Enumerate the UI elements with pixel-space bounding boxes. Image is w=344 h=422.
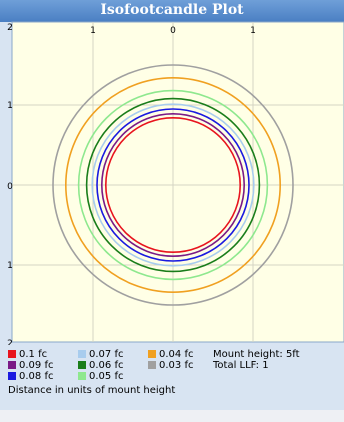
legend-label: 0.09 fc	[19, 360, 54, 371]
legend: 0.1 fc 0.09 fc 0.08 fc 0.07 fc 0.06 fc 0.05 f…	[0, 345, 344, 407]
legend-item: 0.07 fc	[78, 349, 123, 361]
contour-0-07-fc	[91, 103, 255, 267]
plot-area	[11, 21, 344, 343]
contour-0-08-fc	[96, 108, 250, 262]
legend-label: 0.07 fc	[89, 349, 124, 360]
x-tick-label: 0	[170, 26, 176, 36]
legend-swatch	[8, 350, 16, 358]
contour-0-04-fc	[65, 77, 281, 293]
legend-swatch	[148, 361, 156, 369]
chart-title: Isofootcandle Plot	[100, 2, 244, 18]
legend-swatch	[148, 350, 156, 358]
legend-label: 0.03 fc	[159, 360, 194, 371]
contour-0-05-fc	[77, 89, 269, 281]
legend-item: 0.05 fc	[78, 371, 123, 383]
y-tick-label: 1	[7, 261, 13, 271]
legend-item: 0.04 fc	[148, 349, 193, 361]
legend-item: 0.09 fc	[8, 360, 53, 372]
contour-0-1-fc	[105, 117, 241, 253]
y-tick-label: 0	[7, 182, 13, 192]
legend-label: 0.05 fc	[89, 371, 124, 382]
total-llf-label: Total LLF: 1	[213, 360, 269, 371]
x-tick-label: 1	[250, 26, 256, 36]
legend-swatch	[78, 372, 86, 380]
legend-item: 0.06 fc	[78, 360, 123, 372]
legend-label: 0.06 fc	[89, 360, 124, 371]
mount-height-label: Mount height: 5ft	[213, 349, 300, 360]
contour-0-06-fc	[85, 97, 261, 273]
chart-title-bar: Isofootcandle Plot	[0, 0, 344, 22]
x-tick-label: 1	[90, 26, 96, 36]
legend-label: 0.08 fc	[19, 371, 54, 382]
contour-0-03-fc	[52, 64, 294, 306]
contour-0-09-fc	[101, 113, 245, 257]
distance-note: Distance in units of mount height	[8, 385, 176, 396]
legend-label: 0.04 fc	[159, 349, 194, 360]
y-tick-label: 1	[7, 101, 13, 111]
legend-swatch	[8, 361, 16, 369]
legend-swatch	[8, 372, 16, 380]
legend-swatch	[78, 361, 86, 369]
legend-swatch	[78, 350, 86, 358]
legend-item: 0.1 fc	[8, 349, 47, 361]
y-tick-label: 2	[7, 339, 13, 345]
legend-item: 0.03 fc	[148, 360, 193, 372]
legend-label: 0.1 fc	[19, 349, 48, 360]
footer-bar	[0, 410, 344, 422]
y-tick-label: 2	[7, 23, 13, 33]
isofootcandle-plot: 1 0 1 2 1 0 1 2	[7, 21, 344, 345]
legend-item: 0.08 fc	[8, 371, 53, 383]
